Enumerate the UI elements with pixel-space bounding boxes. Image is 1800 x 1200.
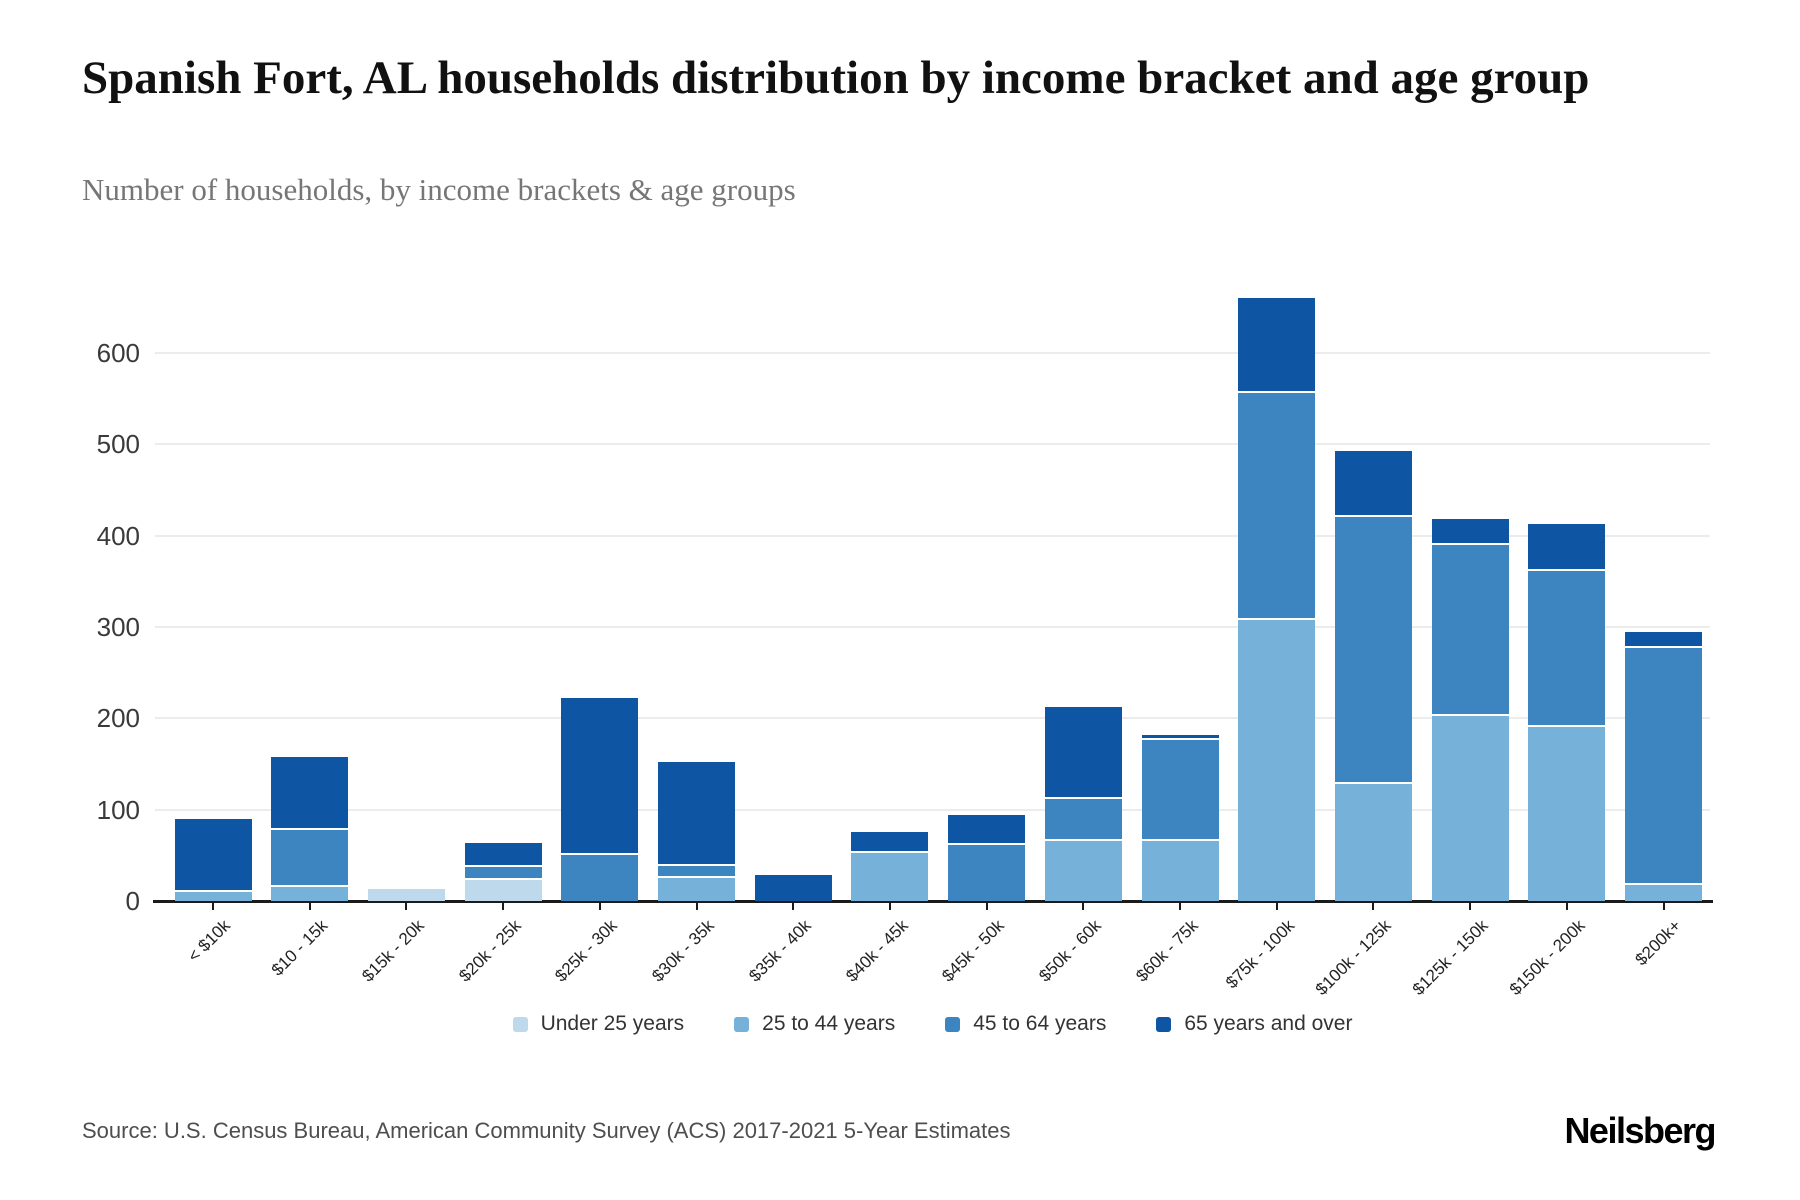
x-axis-tick bbox=[1179, 903, 1181, 910]
bar-segment[interactable] bbox=[271, 756, 349, 828]
bar-segment[interactable] bbox=[561, 852, 639, 901]
bar-segment[interactable] bbox=[464, 878, 542, 901]
bar-segment[interactable] bbox=[464, 865, 542, 879]
x-axis-line bbox=[153, 900, 1713, 903]
bar-segment[interactable] bbox=[271, 884, 349, 901]
gridline bbox=[155, 717, 1710, 720]
bar-segment[interactable] bbox=[1238, 617, 1316, 901]
source-attribution: Source: U.S. Census Bureau, American Com… bbox=[82, 1118, 1011, 1143]
bar-segment[interactable] bbox=[464, 843, 542, 866]
bar-segment[interactable] bbox=[1044, 838, 1122, 901]
legend-item-under-25-years[interactable]: Under 25 years bbox=[512, 1012, 685, 1036]
x-axis-tick bbox=[792, 903, 795, 910]
bar-segment[interactable] bbox=[658, 876, 735, 901]
bar-segment[interactable] bbox=[1528, 569, 1606, 725]
bar-segment[interactable] bbox=[1431, 713, 1509, 901]
legend-item-25-to-44-years[interactable]: 25 to 44 years bbox=[734, 1012, 895, 1036]
bar-segment[interactable] bbox=[1431, 542, 1509, 714]
y-axis-tick-label: 0 bbox=[125, 886, 140, 916]
bar-segment[interactable] bbox=[1625, 882, 1702, 901]
legend-swatch bbox=[945, 1016, 961, 1032]
x-axis-tick bbox=[888, 903, 891, 910]
legend-label: 65 years and over bbox=[1184, 1012, 1353, 1035]
bar-segment[interactable] bbox=[1141, 838, 1219, 901]
x-axis-tick bbox=[1372, 903, 1375, 910]
y-axis-tick-label: 600 bbox=[96, 338, 140, 368]
legend-label: Under 25 years bbox=[540, 1012, 685, 1035]
x-axis-tick bbox=[502, 903, 505, 910]
bar-segment[interactable] bbox=[658, 762, 735, 865]
bar-segment[interactable] bbox=[1528, 523, 1606, 570]
gridline bbox=[155, 808, 1710, 811]
bar-segment[interactable] bbox=[1334, 514, 1412, 783]
bar-segment[interactable] bbox=[1141, 734, 1219, 738]
x-axis-tick bbox=[308, 903, 311, 910]
bar-segment[interactable] bbox=[851, 850, 929, 901]
legend-label: 25 to 44 years bbox=[762, 1012, 896, 1035]
legend-swatch bbox=[512, 1016, 528, 1032]
y-axis-tick-label: 400 bbox=[96, 520, 140, 551]
bar-segment[interactable] bbox=[948, 815, 1026, 843]
chart-title: Spanish Fort, AL households distribution… bbox=[82, 52, 1590, 104]
legend-label: 45 to 64 years bbox=[973, 1012, 1107, 1035]
legend: Under 25 years 25 to 44 years 45 to 64 yea… bbox=[155, 1012, 1710, 1036]
y-axis-tick-label: 100 bbox=[96, 794, 140, 825]
chart-subtitle: Number of households, by income brackets… bbox=[82, 172, 796, 207]
bar-segment[interactable] bbox=[1334, 450, 1412, 515]
bar-segment[interactable] bbox=[1044, 707, 1122, 797]
x-axis-tick bbox=[1662, 903, 1665, 910]
x-axis-tick bbox=[598, 903, 601, 910]
gridline bbox=[155, 352, 1710, 354]
gridline bbox=[155, 443, 1710, 446]
y-axis-tick-label: 500 bbox=[96, 429, 140, 460]
bar-segment[interactable] bbox=[851, 831, 929, 851]
legend-swatch bbox=[734, 1016, 750, 1032]
footer: Source: U.S. Census Bureau, American Com… bbox=[82, 1100, 1716, 1162]
x-axis-tick bbox=[1082, 903, 1085, 910]
x-axis-tick bbox=[985, 903, 988, 910]
bar-segment[interactable] bbox=[1431, 519, 1509, 543]
bar-segment[interactable] bbox=[174, 818, 252, 891]
x-axis-tick bbox=[1469, 903, 1472, 910]
gridline bbox=[155, 626, 1710, 628]
x-axis-tick bbox=[695, 903, 698, 910]
bar-segment[interactable] bbox=[754, 874, 832, 901]
y-axis-tick-label: 300 bbox=[96, 612, 140, 642]
bar-segment[interactable] bbox=[1238, 298, 1316, 392]
neilsberg-logo[interactable]: Neilsberg bbox=[1564, 1110, 1716, 1151]
bar-segment[interactable] bbox=[1238, 391, 1316, 618]
x-axis-tick bbox=[405, 903, 408, 910]
bar-segment[interactable] bbox=[367, 889, 445, 901]
bar-segment[interactable] bbox=[1625, 646, 1702, 883]
bar-segment[interactable] bbox=[174, 890, 252, 901]
legend-item-45-to-64-years[interactable]: 45 to 64 years bbox=[945, 1012, 1106, 1036]
y-axis-tick-label: 200 bbox=[96, 703, 140, 734]
legend-item-65-years-and-over[interactable]: 65 years and over bbox=[1156, 1012, 1352, 1036]
bar-segment[interactable] bbox=[1528, 724, 1606, 901]
bar-segment[interactable] bbox=[658, 864, 735, 877]
bar-segment[interactable] bbox=[1044, 796, 1122, 839]
bar-segment[interactable] bbox=[271, 827, 349, 885]
bar-segment[interactable] bbox=[561, 698, 639, 853]
legend-swatch bbox=[1156, 1016, 1172, 1032]
bar-segment[interactable] bbox=[948, 842, 1026, 901]
x-axis-tick bbox=[1275, 903, 1278, 910]
bar-segment[interactable] bbox=[1625, 632, 1702, 647]
x-axis-tick bbox=[212, 903, 214, 910]
gridline bbox=[155, 534, 1710, 537]
x-axis-tick bbox=[1565, 903, 1568, 910]
bar-segment[interactable] bbox=[1334, 782, 1412, 901]
bar-segment[interactable] bbox=[1141, 737, 1219, 839]
